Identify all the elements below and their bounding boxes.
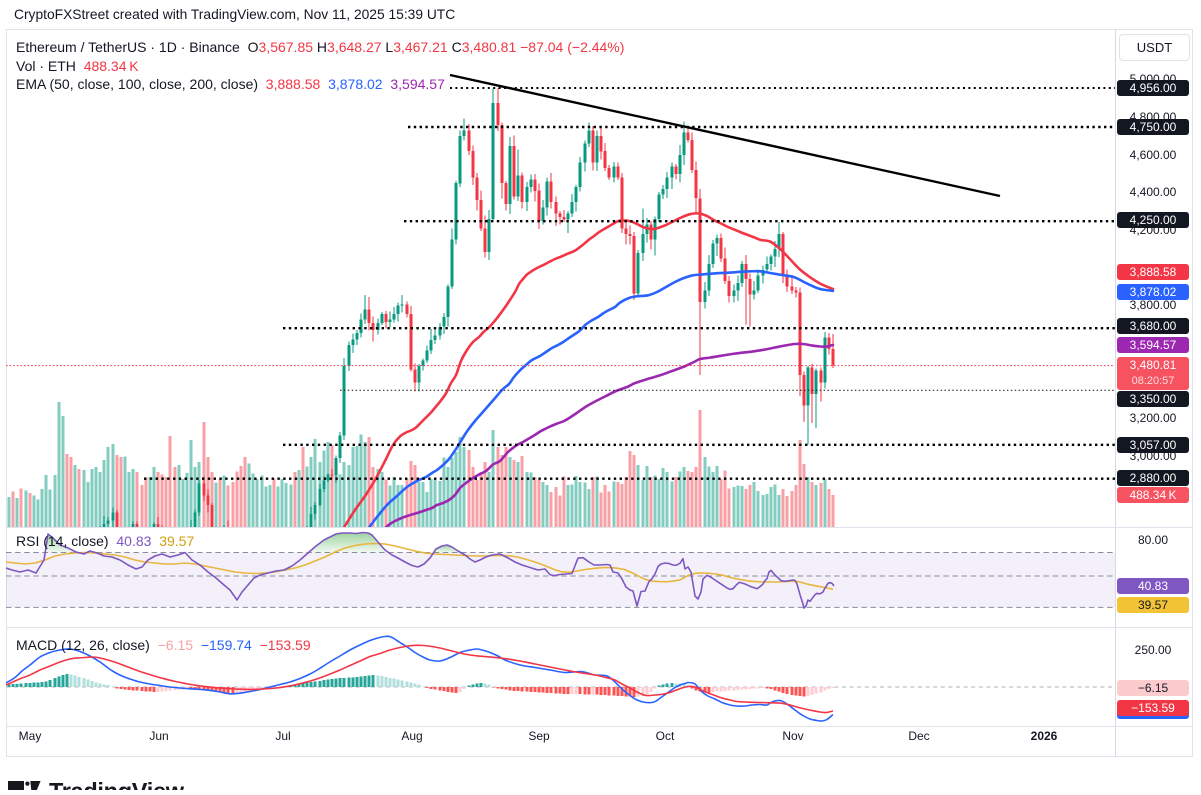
- svg-text:TradingView: TradingView: [49, 781, 185, 790]
